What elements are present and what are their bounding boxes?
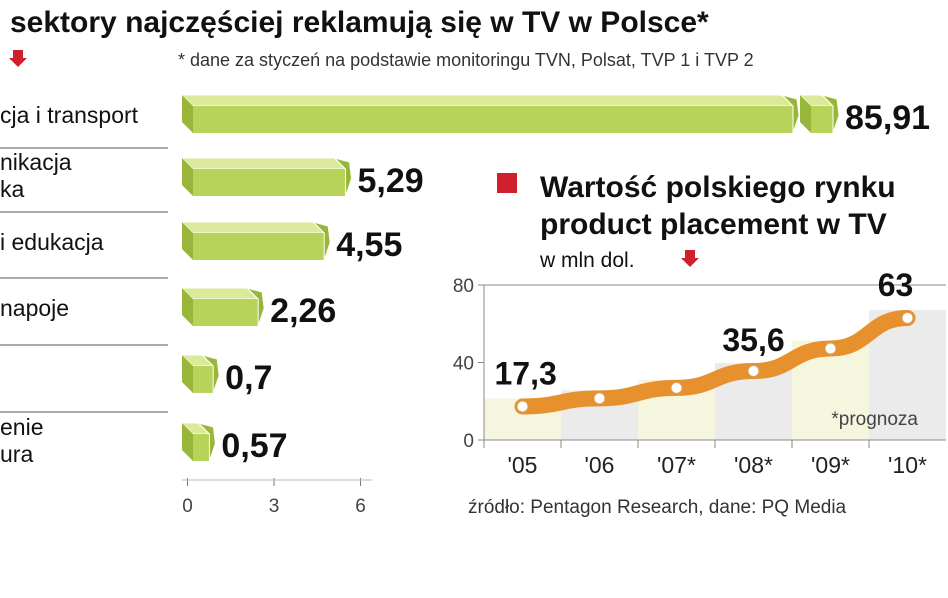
series-line [514, 309, 916, 415]
point-value-label: 35,6 [722, 322, 784, 358]
down-arrow-shape [681, 250, 699, 267]
y-tick-label: 40 [453, 354, 474, 375]
point-value-label: 63 [878, 267, 914, 303]
x-tick-label: 6 [355, 496, 366, 517]
line-chart-axes: 0 40 80 '05 '06 '07* '08* '09* '10* [453, 276, 946, 478]
bar-end-face [200, 354, 220, 394]
bar-value-label: 0,7 [225, 359, 272, 397]
y-tick-label: 80 [453, 276, 474, 297]
bar-category-label: cja i transport [0, 102, 139, 128]
source-note: źródło: Pentagon Research, dane: PQ Medi… [468, 497, 847, 518]
data-point [747, 365, 760, 378]
bar-top-face [180, 287, 260, 300]
bar-value-label: 85,91 [845, 99, 930, 137]
bar-value-label: 0,57 [221, 427, 287, 465]
bar-end-face [245, 287, 265, 327]
bar-front-face [811, 106, 833, 133]
bar-start-face [182, 423, 193, 461]
bar-start-face [182, 288, 193, 326]
bar-front-face [193, 299, 259, 326]
down-arrow-icon [681, 250, 699, 267]
bar-top-face [180, 157, 347, 170]
data-point [824, 342, 837, 355]
bar-chart-footnote: * dane za styczeń na podstawie monitorin… [178, 50, 754, 70]
x-tick-label: '06 [585, 452, 615, 478]
x-tick-label: 3 [269, 496, 280, 517]
forecast-note: *prognoza [831, 409, 918, 430]
bar-start-face [182, 355, 193, 393]
line-chart-header: Wartość polskiego rynku product placemen… [497, 171, 896, 272]
bar-start-face [182, 158, 193, 196]
bar-front-face [193, 233, 325, 260]
bar-category-label: i edukacja [0, 229, 104, 255]
data-point [593, 392, 606, 405]
point-value-label: 17,3 [495, 355, 557, 391]
bar-top-face [180, 94, 795, 107]
line-chart: 17,3 35,6 63 [495, 267, 916, 415]
bar-value-label: 4,55 [336, 226, 402, 264]
bar: 4,55 i edukacja [0, 221, 402, 264]
bar-category-label: enie [0, 414, 43, 440]
bar-front-face [193, 169, 346, 196]
bar-category-label: ka [0, 176, 25, 202]
red-square-icon [497, 173, 517, 193]
line-chart-subtitle: w mln dol. [539, 249, 635, 272]
bar-front-face [193, 106, 793, 133]
data-point [516, 400, 529, 413]
bar-top-face [180, 221, 326, 234]
x-tick-label: 0 [182, 496, 193, 517]
bar-end-face [332, 157, 353, 197]
line-chart-title-line2: product placement w TV [540, 208, 887, 241]
bar-category-label: ura [0, 441, 33, 467]
bar-end-face [780, 94, 800, 134]
bar: 0,7 [180, 354, 272, 397]
x-tick-label: '10* [888, 452, 927, 478]
down-arrow-shape [9, 50, 27, 67]
bar-category-label: nikacja [0, 149, 72, 175]
x-tick-label: '07* [657, 452, 696, 478]
bar-chart-x-axis: 0 3 6 [182, 478, 372, 517]
data-point [670, 381, 683, 394]
data-point [901, 311, 914, 324]
bar-chart-title: sektory najczęściej reklamują się w TV w… [10, 6, 709, 39]
bar-value-label: 5,29 [358, 162, 424, 200]
x-tick-label: '09* [811, 452, 850, 478]
bar-end-face [196, 422, 216, 462]
bar: 85,91 cja i transport [0, 94, 930, 137]
y-tick-label: 0 [463, 431, 474, 452]
bar-end-face [311, 221, 331, 261]
bar-front-face [193, 366, 214, 393]
bar-front-face [193, 434, 210, 461]
line-chart-title-line1: Wartość polskiego rynku [540, 171, 896, 204]
bar-start-face [800, 95, 811, 133]
bar-value-label: 2,26 [270, 292, 336, 330]
x-tick-label: '08* [734, 452, 773, 478]
bar-start-face [182, 222, 193, 260]
bar-end-face [820, 94, 840, 134]
x-tick-label: '05 [508, 452, 538, 478]
down-arrow-icon [9, 50, 27, 67]
bar-start-face [182, 95, 193, 133]
bar-category-label: napoje [0, 295, 69, 321]
bar: 2,26 napoje [0, 287, 336, 330]
